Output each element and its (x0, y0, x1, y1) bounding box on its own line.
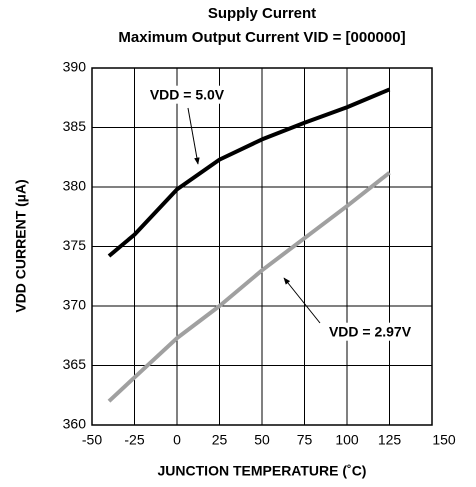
x-tick-label: 125 (378, 432, 402, 448)
x-tick-label: -50 (82, 432, 102, 448)
y-tick-label: 360 (63, 416, 87, 432)
series-label: VDD = 2.97V (329, 324, 412, 340)
label-bg (146, 85, 228, 104)
x-tick-label: -25 (124, 432, 144, 448)
x-tick-label: 100 (335, 432, 359, 448)
x-tick-label: 50 (254, 432, 270, 448)
annotation-arrow (283, 277, 321, 324)
label-bg (325, 322, 415, 341)
plot-frame (91, 67, 433, 426)
x-tick-label: 25 (212, 432, 228, 448)
y-tick-label: 390 (63, 59, 87, 75)
x-axis-label: JUNCTION TEMPERATURE (˚C) (158, 463, 367, 479)
y-tick-label: 380 (63, 178, 87, 194)
x-tick-label: 150 (432, 432, 456, 448)
series-line (107, 87, 391, 258)
annotation-arrow (187, 107, 200, 165)
y-axis-label: VDD CURRENT (µA) (13, 179, 29, 312)
chart-subtitle: Maximum Output Current VID = [000000] (118, 29, 405, 46)
x-tick-label: 0 (173, 432, 181, 448)
chart-title: Supply Current (208, 5, 316, 22)
x-tick-label: 75 (297, 432, 313, 448)
series-label: VDD = 5.0V (150, 87, 225, 103)
y-tick-label: 375 (63, 237, 87, 253)
y-tick-label: 370 (63, 297, 87, 313)
y-tick-label: 365 (63, 356, 87, 372)
y-tick-label: 385 (63, 118, 87, 134)
series-line (107, 171, 391, 403)
